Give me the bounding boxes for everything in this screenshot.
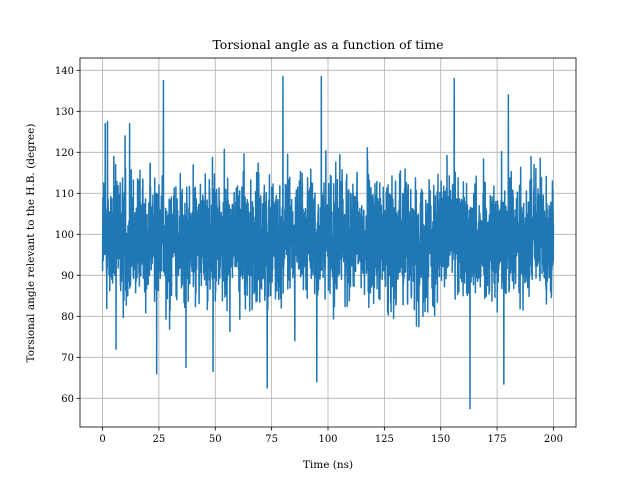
series-line — [101, 75, 555, 410]
y-tick-label: 60 — [61, 394, 74, 405]
y-tick-label: 130 — [55, 107, 74, 118]
y-axis-ticks: 60 70 80 90 100 110 120 130 140 — [55, 66, 80, 405]
x-tick-label: 0 — [99, 434, 105, 445]
x-tick-label: 125 — [375, 434, 394, 445]
y-axis-label: Torsional angle relevant to the H.B. (de… — [25, 124, 37, 363]
y-tick-label: 140 — [55, 66, 74, 77]
x-tick-label: 25 — [153, 434, 166, 445]
x-tick-label: 75 — [265, 434, 278, 445]
y-tick-label: 90 — [61, 271, 74, 282]
x-tick-label: 175 — [488, 434, 507, 445]
x-tick-label: 50 — [209, 434, 222, 445]
y-tick-label: 70 — [61, 353, 74, 364]
y-tick-label: 110 — [55, 189, 74, 200]
x-tick-label: 100 — [318, 434, 337, 445]
x-tick-label: 200 — [544, 434, 563, 445]
x-tick-label: 150 — [431, 434, 450, 445]
chart-title: Torsional angle as a function of time — [212, 37, 443, 52]
y-tick-label: 80 — [61, 312, 74, 323]
x-axis-ticks: 0 25 50 75 100 125 150 175 200 — [99, 427, 563, 445]
y-tick-label: 120 — [55, 148, 74, 159]
x-axis-label: Time (ns) — [303, 459, 353, 471]
y-tick-label: 100 — [55, 230, 74, 241]
